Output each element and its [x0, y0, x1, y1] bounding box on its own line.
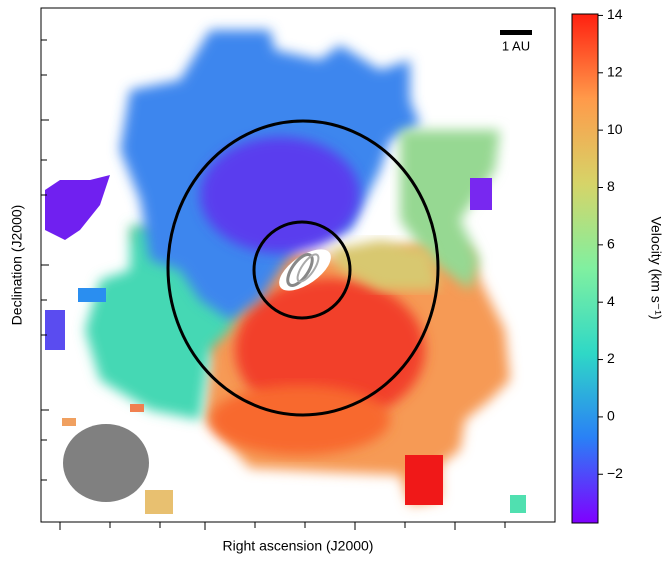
figure: 1 AU Right ascension (J2000) Declination…: [0, 0, 670, 558]
map-region: [130, 404, 144, 412]
map-region: [470, 178, 492, 210]
colorbar: −2 0 2 4 6 8 10 12 14: [572, 6, 623, 523]
colorbar-tick-label: −2: [607, 465, 623, 481]
beam: [63, 424, 149, 502]
colorbar-label: Velocity (km s⁻¹): [648, 216, 664, 319]
colorbar-tick-label: 8: [607, 178, 615, 194]
map-region: [145, 490, 173, 514]
y-axis-label: Declination (J2000): [9, 205, 25, 326]
colorbar-tick-label: 12: [607, 63, 623, 79]
map-region: [45, 310, 65, 350]
colorbar-tick-label: 4: [607, 293, 615, 309]
map-region: [405, 455, 443, 505]
scale-bar: [500, 30, 532, 35]
map-region: [62, 418, 76, 426]
x-axis-label: Right ascension (J2000): [223, 538, 374, 554]
map-region: [510, 495, 526, 513]
map-region: [78, 288, 106, 302]
colorbar-tick-label: 14: [607, 6, 623, 22]
colorbar-tick-label: 6: [607, 236, 615, 252]
scale-bar-label: 1 AU: [502, 38, 530, 53]
map-region: [45, 175, 110, 240]
colorbar-tick-label: 10: [607, 121, 623, 137]
colorbar-scale: [572, 14, 598, 523]
colorbar-tick-label: 2: [607, 350, 615, 366]
colorbar-tick-label: 0: [607, 408, 615, 424]
